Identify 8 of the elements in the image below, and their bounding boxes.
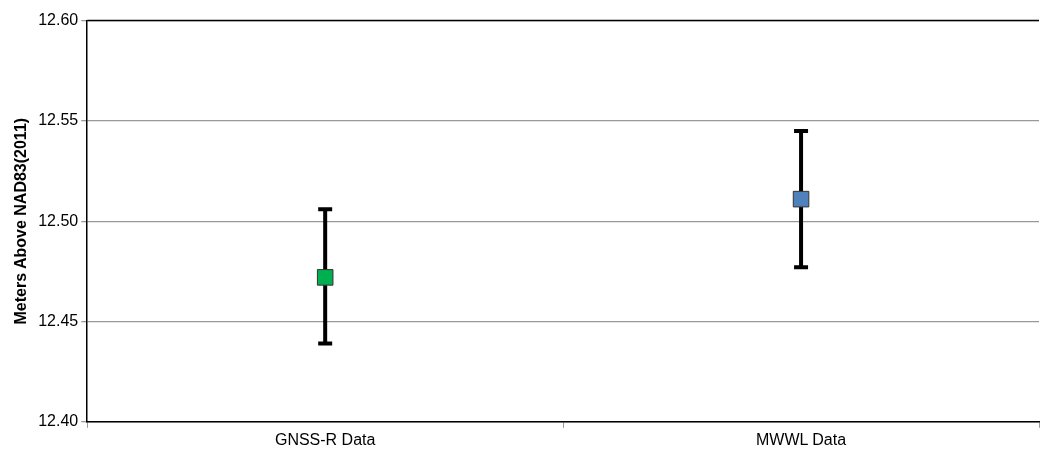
x-tick-label: MWWL Data bbox=[756, 430, 847, 448]
y-tick-label: 12.60 bbox=[38, 11, 79, 29]
x-tick-label: GNSS-R Data bbox=[274, 430, 376, 448]
y-tick-label: 12.40 bbox=[38, 412, 79, 430]
y-tick-label: 12.55 bbox=[38, 111, 79, 129]
y-axis-title: Meters Above NAD83(2011) bbox=[12, 117, 30, 325]
y-tick-label: 12.45 bbox=[38, 311, 79, 329]
y-tick-label: 12.50 bbox=[38, 211, 79, 229]
